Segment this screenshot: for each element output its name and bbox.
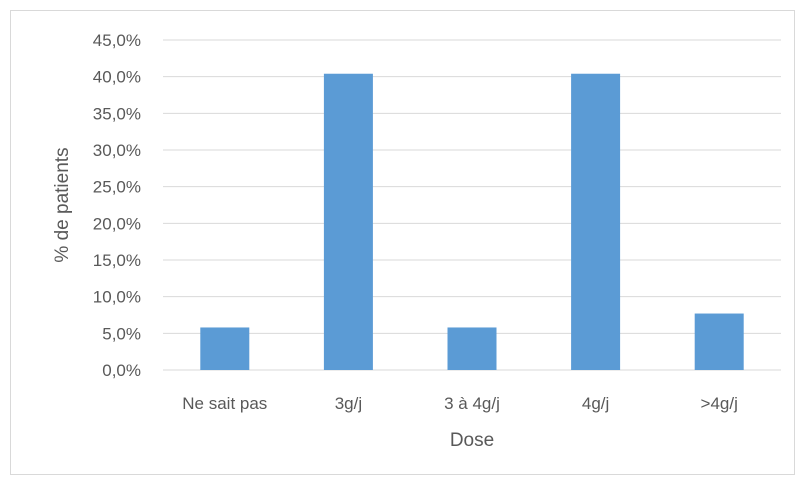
y-tick-label: 5,0% <box>102 324 141 343</box>
x-tick-label: 4g/j <box>582 394 609 413</box>
y-tick-label: 40,0% <box>93 68 141 87</box>
x-tick-label: Ne sait pas <box>182 394 267 413</box>
y-tick-label: 25,0% <box>93 178 141 197</box>
y-axis-ticks: 0,0% 5,0% 10,0% 15,0% 20,0% 25,0% 30,0% 35,0% 40… <box>93 31 141 380</box>
chart-frame <box>10 10 795 475</box>
y-tick-label: 0,0% <box>102 361 141 380</box>
bar <box>200 327 250 370</box>
y-tick-label: 10,0% <box>93 288 141 307</box>
bars <box>200 73 744 370</box>
x-tick-label: 3g/j <box>335 394 362 413</box>
bar <box>323 73 373 370</box>
x-tick-label: >4g/j <box>701 394 738 413</box>
y-tick-label: 45,0% <box>93 31 141 50</box>
y-tick-label: 20,0% <box>93 214 141 233</box>
gridlines <box>163 39 781 371</box>
y-tick-label: 15,0% <box>93 251 141 270</box>
y-tick-label: 30,0% <box>93 141 141 160</box>
y-tick-label: 35,0% <box>93 104 141 123</box>
x-tick-label: 3 à 4g/j <box>444 394 500 413</box>
bar <box>694 313 744 370</box>
y-axis-title: % de patients <box>52 147 73 262</box>
x-axis-title: Dose <box>450 430 494 451</box>
bar <box>447 327 497 370</box>
bar <box>571 73 621 370</box>
x-axis-ticks: Ne sait pas 3g/j 3 à 4g/j 4g/j >4g/j <box>182 394 738 413</box>
